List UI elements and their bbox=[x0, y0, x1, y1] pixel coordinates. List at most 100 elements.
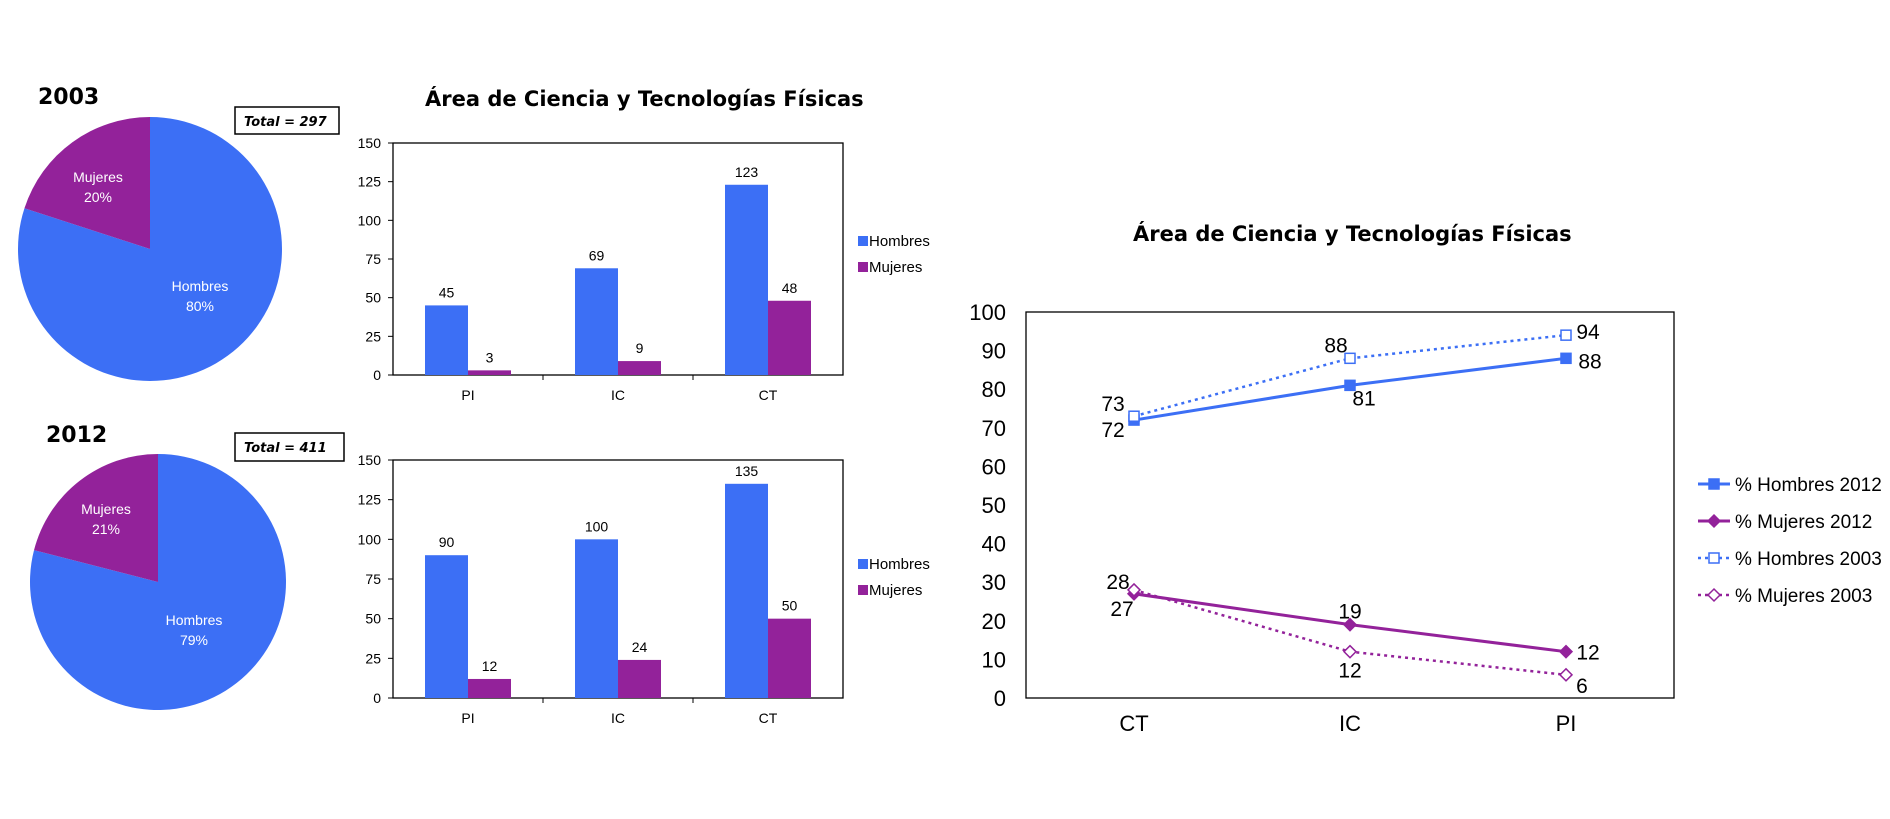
bar2012-data-label: 90 bbox=[439, 534, 455, 550]
total-2012-label: Total = 411 bbox=[244, 441, 327, 456]
bar2003-ytick-label: 0 bbox=[373, 367, 381, 383]
line-ytick-label: 60 bbox=[982, 454, 1006, 479]
line-series-1-data-label: 12 bbox=[1576, 642, 1599, 665]
bar2003-legend-label-hombres: Hombres bbox=[869, 233, 930, 250]
bar-chart-title: Área de Ciencia y Tecnologías Físicas bbox=[425, 86, 864, 111]
bar2012-bar-mujeres-pi bbox=[468, 678, 511, 698]
line-legend-marker-2 bbox=[1708, 552, 1720, 564]
line-series-2-data-label: 88 bbox=[1324, 334, 1347, 357]
bar2003-ytick-label: 75 bbox=[365, 251, 381, 267]
bar2003-data-label: 123 bbox=[735, 164, 759, 180]
bar2012-bar-hombres-pi bbox=[425, 555, 468, 698]
line-series-2-marker bbox=[1128, 410, 1140, 422]
bar2012-ytick-label: 125 bbox=[358, 492, 382, 508]
bar2012-data-label: 24 bbox=[632, 639, 648, 655]
bar2012-ytick-label: 100 bbox=[358, 531, 382, 547]
bar2012-ytick-label: 0 bbox=[373, 690, 381, 706]
bar2003-bar-hombres-pi bbox=[425, 305, 468, 375]
line-ytick-label: 30 bbox=[982, 570, 1006, 595]
line-xtick-label: PI bbox=[1556, 711, 1577, 736]
line-series-2-data-label: 94 bbox=[1576, 321, 1600, 344]
bar2012-data-label: 12 bbox=[482, 658, 498, 674]
line-series-3-marker bbox=[1342, 644, 1358, 659]
bar2003-data-label: 9 bbox=[636, 340, 644, 356]
bar2012-xtick-label: CT bbox=[759, 710, 778, 726]
bar2012-data-label: 50 bbox=[782, 598, 798, 614]
bar2012-legend-label-hombres: Hombres bbox=[869, 556, 930, 573]
bar2012-bar-hombres-ct bbox=[725, 483, 768, 698]
line-series-2-marker bbox=[1344, 352, 1356, 365]
pie-2012-pct-mujeres: 21% bbox=[92, 521, 120, 537]
bar2012-bar-hombres-ic bbox=[575, 539, 618, 698]
bar2012-xtick-label: IC bbox=[611, 710, 625, 726]
line-xtick-label: CT bbox=[1119, 711, 1148, 736]
line-series-0-marker bbox=[1344, 379, 1356, 392]
bar2012-ytick-label: 75 bbox=[365, 571, 381, 587]
line-series-0-data-label: 72 bbox=[1101, 419, 1124, 442]
line-ytick-label: 0 bbox=[994, 686, 1006, 711]
line-ytick-label: 100 bbox=[969, 300, 1006, 325]
bar2012-ytick-label: 50 bbox=[365, 611, 381, 627]
line-series-1-marker bbox=[1558, 644, 1574, 659]
pie-2003-title: 2003 bbox=[38, 85, 99, 110]
line-chart-title: Área de Ciencia y Tecnologías Físicas bbox=[1133, 221, 1572, 246]
line-legend-marker-0 bbox=[1708, 478, 1720, 490]
total-2003-box bbox=[234, 106, 340, 135]
bar2012-data-label: 135 bbox=[735, 463, 759, 479]
pie-2012-title: 2012 bbox=[46, 423, 107, 448]
line-xtick-label: IC bbox=[1339, 711, 1361, 736]
bar2003-xtick-label: PI bbox=[461, 387, 474, 403]
bar2003-bar-mujeres-ct bbox=[768, 300, 811, 375]
bar2003-data-label: 3 bbox=[486, 349, 494, 365]
pie-2012-slice-mujeres bbox=[34, 454, 158, 582]
line-ytick-label: 90 bbox=[982, 339, 1006, 364]
bar2012-bar-mujeres-ct bbox=[768, 618, 811, 698]
line-series-1-data-label: 19 bbox=[1338, 601, 1361, 624]
total-2003-label: Total = 297 bbox=[244, 115, 328, 130]
bar2003-legend-label-mujeres: Mujeres bbox=[869, 259, 922, 276]
line-series-1-data-label: 27 bbox=[1110, 598, 1133, 621]
line-series-3-data-label: 12 bbox=[1338, 660, 1361, 683]
bar2012-legend-label-mujeres: Mujeres bbox=[869, 582, 922, 599]
line-series-3-marker bbox=[1126, 582, 1142, 597]
pie-2003-label-hombres: Hombres bbox=[172, 278, 229, 294]
pie-2012-pct-hombres: 79% bbox=[180, 632, 208, 648]
bar2003-data-label: 45 bbox=[439, 284, 455, 300]
pie-2012-label-mujeres: Mujeres bbox=[81, 501, 131, 517]
line-legend-label-1: % Mujeres 2012 bbox=[1735, 512, 1872, 533]
bar2003-bar-mujeres-ic bbox=[618, 361, 661, 375]
bar2003-data-label: 69 bbox=[589, 247, 605, 263]
line-series-0-marker bbox=[1560, 352, 1572, 365]
line-series-0-data-label: 88 bbox=[1578, 350, 1601, 373]
bar2012-data-label: 100 bbox=[585, 518, 609, 534]
pie-2012-label-hombres: Hombres bbox=[166, 612, 223, 628]
bar2003-ytick-label: 150 bbox=[358, 135, 382, 151]
line-ytick-label: 40 bbox=[982, 532, 1006, 557]
bar2003-bar-hombres-ct bbox=[725, 184, 768, 375]
line-ytick-label: 70 bbox=[982, 416, 1006, 441]
pie-2003-slice-mujeres bbox=[24, 117, 150, 249]
bar2003-ytick-label: 50 bbox=[365, 290, 381, 306]
line-series-3-marker bbox=[1558, 667, 1574, 682]
total-2012-box bbox=[234, 432, 345, 462]
bar2003-bar-hombres-ic bbox=[575, 268, 618, 375]
bar2012-ytick-label: 150 bbox=[358, 452, 382, 468]
bar2003-xtick-label: IC bbox=[611, 387, 625, 403]
line-legend-marker-1 bbox=[1706, 513, 1722, 529]
bar2003-ytick-label: 25 bbox=[365, 328, 381, 344]
pie-2003-slice-hombres bbox=[17, 117, 282, 381]
line-series-2 bbox=[1133, 333, 1567, 418]
line-ytick-label: 80 bbox=[982, 377, 1006, 402]
bar2012-legend-swatch-hombres bbox=[858, 559, 868, 569]
line-series-2-data-label: 73 bbox=[1101, 393, 1124, 416]
bar2003-ytick-label: 125 bbox=[358, 174, 382, 190]
bar2012-xtick-label: PI bbox=[461, 710, 474, 726]
bar2003-bar-mujeres-pi bbox=[468, 370, 511, 375]
bar2003-xtick-label: CT bbox=[759, 387, 778, 403]
bar2003-data-label: 48 bbox=[782, 280, 798, 296]
pie-2003-pct-mujeres: 20% bbox=[84, 189, 112, 205]
bar2003-legend-swatch-hombres bbox=[858, 236, 868, 246]
line-legend-marker-3 bbox=[1706, 587, 1722, 603]
line-series-2-marker bbox=[1560, 329, 1572, 341]
